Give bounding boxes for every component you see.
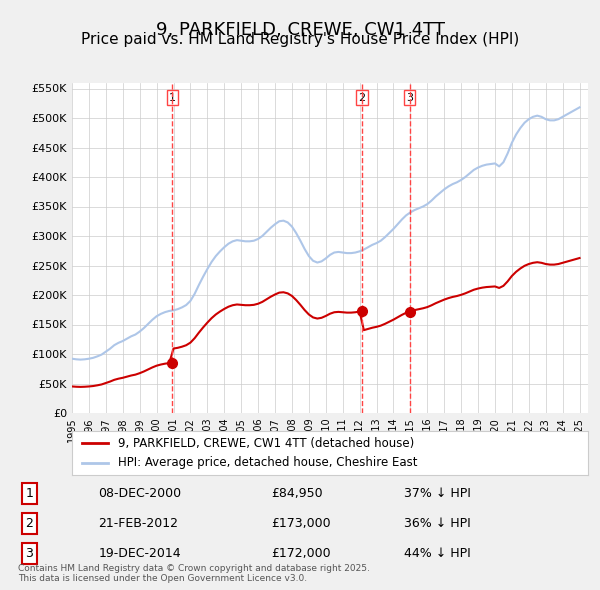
Text: Price paid vs. HM Land Registry's House Price Index (HPI): Price paid vs. HM Land Registry's House … — [81, 32, 519, 47]
Text: 08-DEC-2000: 08-DEC-2000 — [98, 487, 182, 500]
Text: £84,950: £84,950 — [271, 487, 323, 500]
Text: 19-DEC-2014: 19-DEC-2014 — [98, 547, 181, 560]
Text: 36% ↓ HPI: 36% ↓ HPI — [404, 517, 470, 530]
Text: £173,000: £173,000 — [271, 517, 331, 530]
Text: 3: 3 — [406, 93, 413, 103]
Text: 21-FEB-2012: 21-FEB-2012 — [98, 517, 178, 530]
Text: 37% ↓ HPI: 37% ↓ HPI — [404, 487, 470, 500]
Text: 44% ↓ HPI: 44% ↓ HPI — [404, 547, 470, 560]
Text: 2: 2 — [25, 517, 33, 530]
Text: 1: 1 — [169, 93, 176, 103]
Text: Contains HM Land Registry data © Crown copyright and database right 2025.
This d: Contains HM Land Registry data © Crown c… — [18, 563, 370, 583]
Text: 2: 2 — [358, 93, 365, 103]
Text: £172,000: £172,000 — [271, 547, 331, 560]
Text: 9, PARKFIELD, CREWE, CW1 4TT: 9, PARKFIELD, CREWE, CW1 4TT — [155, 21, 445, 39]
Text: 3: 3 — [25, 547, 33, 560]
Text: HPI: Average price, detached house, Cheshire East: HPI: Average price, detached house, Ches… — [118, 456, 418, 469]
Text: 9, PARKFIELD, CREWE, CW1 4TT (detached house): 9, PARKFIELD, CREWE, CW1 4TT (detached h… — [118, 437, 415, 450]
Text: 1: 1 — [25, 487, 33, 500]
